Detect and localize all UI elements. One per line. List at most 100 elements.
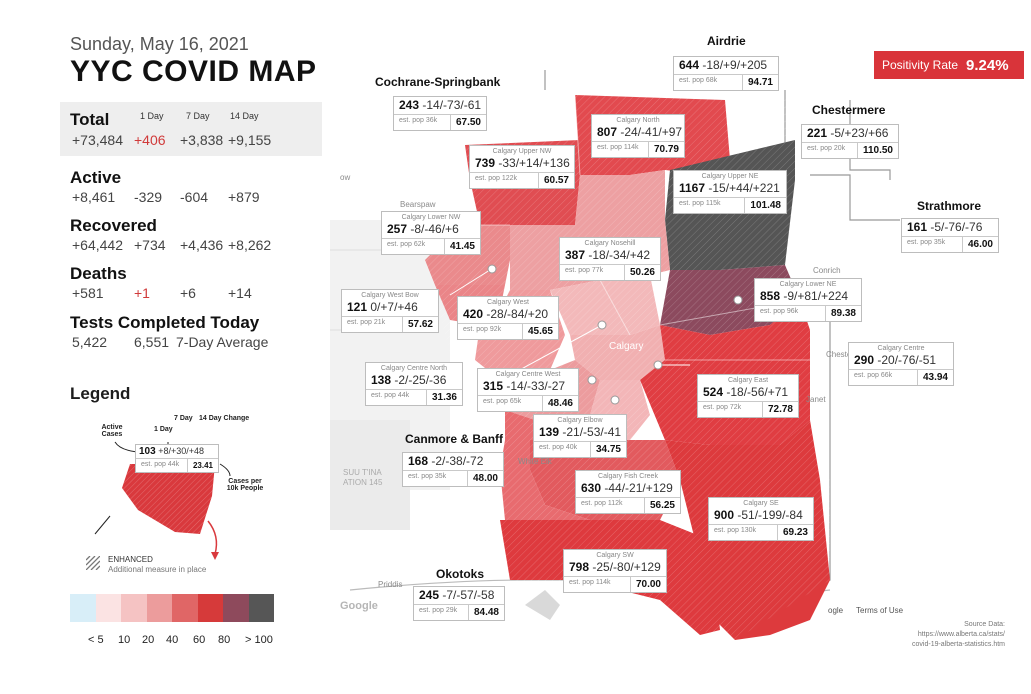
region-name: Calgary North bbox=[616, 117, 660, 124]
ramp-label: 80 bbox=[218, 634, 231, 646]
region-title-airdrie: Airdrie bbox=[707, 34, 746, 48]
map-label-ation: ATION 145 bbox=[343, 478, 383, 487]
legend-cases-per: Cases per 10k People bbox=[226, 478, 264, 492]
ramp-label: > 100 bbox=[245, 634, 273, 646]
label-okotoks[interactable]: 245 -7/-57/-58 est. pop 29k 84.48 bbox=[413, 586, 505, 621]
page-title: YYC COVID MAP bbox=[70, 55, 317, 88]
legend-col-7day: 7 Day bbox=[174, 415, 193, 422]
boundary-line bbox=[810, 174, 900, 221]
label-fish-creek[interactable]: Calgary Fish Creek 630 -44/-21/+129 est. p… bbox=[575, 470, 681, 514]
region-cases: 290 -20/-76/-51 bbox=[854, 353, 937, 367]
region-pop: est. pop 96k bbox=[760, 308, 799, 315]
marker-centre-west[interactable] bbox=[587, 375, 597, 385]
region-rate: 43.94 bbox=[916, 370, 953, 385]
date-label: Sunday, May 16, 2021 bbox=[70, 34, 249, 54]
stat-active: Active bbox=[70, 168, 122, 187]
label-west-bow[interactable]: Calgary West Bow 121 0/+7/+46 est. pop 21k… bbox=[341, 289, 439, 333]
legend-enhanced-sub: Additional measure in place bbox=[108, 565, 207, 574]
region-pop: est. pop 35k bbox=[408, 473, 447, 480]
region-cases: 168 -2/-38/-72 bbox=[408, 454, 484, 468]
region-pop: est. pop 66k bbox=[854, 372, 893, 379]
total-highlight bbox=[60, 102, 322, 156]
marker-centre-north[interactable] bbox=[597, 320, 607, 330]
ramp-swatch bbox=[248, 594, 274, 622]
label-airdrie[interactable]: 644 -18/+9/+205 est. pop 68k 94.71 bbox=[673, 56, 779, 91]
label-north[interactable]: Calgary North 807 -24/-41/+97 est. pop 114… bbox=[591, 114, 685, 158]
region-pop: est. pop 130k bbox=[714, 527, 757, 534]
marker-centre[interactable] bbox=[653, 360, 663, 370]
marker-elbow[interactable] bbox=[610, 395, 620, 405]
region-pop: est. pop 62k bbox=[387, 241, 426, 248]
region-rate: 48.00 bbox=[466, 471, 503, 486]
label-upper-ne[interactable]: Calgary Upper NE 1167 -15/+44/+221 est. po… bbox=[673, 170, 787, 214]
label-east[interactable]: Calgary East 524 -18/-56/+71 est. pop 72k 7… bbox=[697, 374, 799, 418]
highway-line bbox=[460, 94, 810, 361]
region-cases: 245 -7/-57/-58 bbox=[419, 588, 495, 602]
label-strathmore[interactable]: 161 -5/-76/-76 est. pop 35k 46.00 bbox=[901, 218, 999, 253]
region-name: Calgary East bbox=[727, 377, 769, 384]
legend-graphic bbox=[94, 441, 231, 560]
label-centre-west[interactable]: Calgary Centre West 315 -14/-33/-27 est. p… bbox=[477, 368, 579, 412]
label-chestermere[interactable]: 221 -5/+23/+66 est. pop 20k 110.50 bbox=[801, 124, 899, 159]
region-cases: 420 -28/-84/+20 bbox=[463, 307, 549, 321]
map-label-chestermere: Cheste bbox=[826, 350, 852, 359]
label-lower-nw[interactable]: Calgary Lower NW 257 -8/-46/+6 est. pop 62… bbox=[381, 211, 481, 255]
map-label-white-elk: White Elk bbox=[518, 457, 552, 466]
region-pop: est. pop 72k bbox=[703, 404, 742, 411]
region-rate: 56.25 bbox=[643, 498, 680, 513]
col-7day: 7 Day bbox=[186, 111, 210, 121]
region-pop: est. pop 77k bbox=[565, 267, 604, 274]
label-centre-north[interactable]: Calgary Centre North 138 -2/-25/-36 est. p… bbox=[365, 362, 463, 406]
terms-link[interactable]: Terms of Use bbox=[856, 606, 904, 615]
label-sw[interactable]: Calgary SW 798 -25/-80/+129 est. pop 114k 7… bbox=[563, 549, 667, 593]
map-label-ow: ow bbox=[340, 173, 351, 182]
region-rate: 70.79 bbox=[647, 142, 684, 157]
stat-total: Total bbox=[70, 110, 110, 129]
marker-lower-ne[interactable] bbox=[733, 295, 743, 305]
ramp-swatch bbox=[121, 594, 147, 622]
label-lower-ne[interactable]: Calgary Lower NE 858 -9/+81/+224 est. pop … bbox=[754, 278, 862, 322]
label-nosehill[interactable]: Calgary Nosehill 387 -18/-34/+42 est. pop … bbox=[559, 237, 661, 281]
region-title-canmore: Canmore & Banff bbox=[405, 432, 504, 446]
tsuutina-area bbox=[330, 420, 410, 530]
map-label-conrich: Conrich bbox=[813, 266, 841, 275]
region-pop: est. pop 65k bbox=[483, 398, 522, 405]
region-rate: 70.00 bbox=[629, 577, 666, 592]
region-cases: 644 -18/+9/+205 bbox=[679, 58, 768, 72]
label-upper-nw[interactable]: Calgary Upper NW 739 -33/+14/+136 est. pop… bbox=[469, 145, 575, 189]
positivity-badge: Positivity Rate 9.24% bbox=[874, 51, 1024, 79]
region-name: Calgary West Bow bbox=[361, 292, 419, 299]
region-cases: 139 -21/-53/-41 bbox=[539, 425, 622, 439]
ramp-swatch bbox=[223, 594, 249, 622]
label-cochrane[interactable]: 243 -14/-73/-61 est. pop 36k 67.50 bbox=[393, 96, 487, 131]
region-rate: 34.75 bbox=[589, 442, 626, 457]
label-west[interactable]: Calgary West 420 -28/-84/+20 est. pop 92k 4… bbox=[457, 296, 559, 340]
region-cases: 858 -9/+81/+224 bbox=[760, 289, 849, 303]
region-name: Calgary Lower NE bbox=[779, 281, 837, 288]
label-se[interactable]: Calgary SE 900 -51/-199/-84 est. pop 130k 6… bbox=[708, 497, 814, 541]
label-centre[interactable]: Calgary Centre 290 -20/-76/-51 est. pop 66… bbox=[848, 342, 954, 386]
region-rate: 101.48 bbox=[744, 198, 786, 213]
label-elbow[interactable]: Calgary Elbow 139 -21/-53/-41 est. pop 40k… bbox=[533, 414, 627, 458]
legend-col-14day: 14 Day Change bbox=[199, 415, 250, 422]
region-rate: 72.78 bbox=[761, 402, 798, 417]
map-label-tsuutina: SUU T'INA bbox=[343, 468, 382, 477]
stat-deaths: Deaths bbox=[70, 264, 127, 283]
ramp-swatch bbox=[172, 594, 198, 622]
enhanced-hatch-icon bbox=[86, 556, 100, 570]
region-name: Calgary Nosehill bbox=[584, 240, 636, 247]
region-cases: 243 -14/-73/-61 bbox=[399, 98, 482, 112]
ramp-label: 20 bbox=[142, 634, 155, 646]
region-pop: est. pop 40k bbox=[539, 444, 578, 451]
legend-sample-box: 103 +8/+30/+48 est. pop 44k 23.41 bbox=[135, 444, 219, 473]
map-label-bearspaw: Bearspaw bbox=[400, 200, 436, 209]
region-name: Calgary Upper NE bbox=[701, 173, 759, 180]
region-rate: 48.46 bbox=[541, 396, 578, 411]
region-name: Calgary Centre North bbox=[380, 365, 448, 372]
marker-west-bow[interactable] bbox=[487, 264, 497, 274]
source-link[interactable]: https://www.alberta.ca/stats/ bbox=[917, 631, 1005, 638]
region-cases: 807 -24/-41/+97 bbox=[597, 125, 683, 139]
region-rate: 110.50 bbox=[856, 143, 898, 158]
label-canmore[interactable]: 168 -2/-38/-72 est. pop 35k 48.00 bbox=[402, 452, 504, 487]
legend-arrow bbox=[94, 515, 111, 535]
